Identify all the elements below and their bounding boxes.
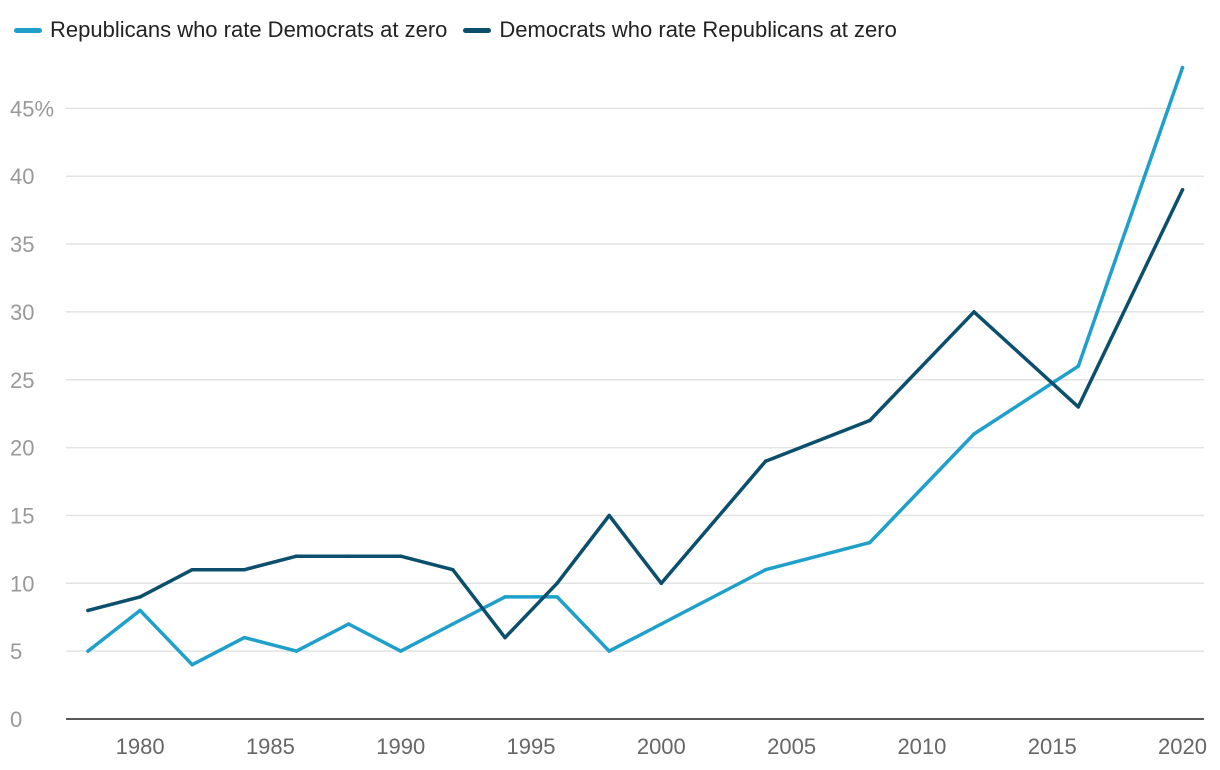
data-point-s0-1986 (294, 649, 299, 653)
y-tick-label: 40 (10, 164, 34, 189)
data-point-s0-1994 (503, 595, 507, 599)
y-tick-label: 15 (10, 503, 34, 528)
data-point-s1-2012 (972, 310, 976, 314)
data-point-s1-1980 (138, 595, 142, 599)
data-point-s0-1998 (607, 649, 611, 653)
legend-label-republicans: Republicans who rate Democrats at zero (50, 17, 448, 42)
y-tick-label: 35 (10, 232, 34, 257)
data-point-s0-1982 (190, 662, 194, 667)
data-point-s0-1984 (242, 635, 247, 640)
legend-item-democrats[interactable]: Democrats who rate Republicans at zero (463, 17, 897, 43)
data-point-s0-2020 (1180, 65, 1185, 70)
data-point-s1-1992 (451, 567, 455, 572)
data-point-s0-1992 (451, 622, 455, 626)
data-point-s1-1994 (503, 635, 507, 640)
x-tick-label: 2005 (767, 734, 816, 759)
x-tick-label: 2015 (1028, 734, 1077, 759)
data-point-s1-1978 (86, 608, 90, 613)
x-tick-label: 1995 (507, 734, 556, 759)
y-tick-label: 30 (10, 300, 34, 325)
data-point-s1-2000 (659, 581, 664, 586)
y-tick-label: 25 (10, 368, 34, 393)
legend-swatch-republicans (14, 27, 42, 33)
data-point-s0-1978 (86, 649, 90, 653)
y-tick-label: 5 (10, 639, 22, 664)
series-line-0 (86, 65, 1185, 667)
data-point-s1-1990 (398, 554, 403, 558)
data-point-s1-1984 (242, 567, 247, 572)
y-tick-label: 0 (10, 707, 22, 732)
data-point-s0-2012 (972, 432, 976, 436)
x-tick-label: 2010 (897, 734, 946, 759)
data-point-s0-1980 (138, 608, 142, 613)
data-point-s0-2008 (868, 540, 872, 545)
data-point-s1-1982 (190, 567, 194, 572)
data-point-s0-1996 (555, 595, 559, 599)
y-tick-label: 45% (10, 96, 54, 121)
data-point-s1-2016 (1076, 405, 1081, 409)
legend-label-democrats: Democrats who rate Republicans at zero (499, 17, 897, 42)
legend-swatch-democrats (463, 27, 492, 33)
data-point-s1-1998 (607, 513, 611, 518)
data-point-s0-1988 (346, 622, 351, 626)
x-tick-label: 1985 (246, 734, 295, 759)
data-point-s1-2004 (763, 459, 768, 463)
data-point-s0-2004 (763, 567, 768, 572)
data-point-s1-2008 (868, 418, 872, 423)
data-point-s1-1988 (346, 554, 351, 558)
data-point-s1-2020 (1180, 188, 1185, 192)
series-line-1 (86, 188, 1185, 640)
data-point-s1-1986 (294, 554, 299, 558)
data-point-s0-2016 (1076, 364, 1081, 368)
x-tick-label: 2000 (637, 734, 686, 759)
data-point-s1-1996 (555, 581, 559, 586)
legend-item-republicans[interactable]: Republicans who rate Democrats at zero (14, 17, 447, 43)
legend: Republicans who rate Democrats at zero D… (14, 14, 913, 46)
data-point-s0-1990 (398, 649, 403, 653)
data-point-s0-2000 (659, 622, 664, 626)
x-tick-label: 1980 (116, 734, 165, 759)
x-tick-label: 2020 (1158, 734, 1207, 759)
x-tick-label: 1990 (376, 734, 425, 759)
y-tick-label: 10 (10, 571, 34, 596)
y-tick-label: 20 (10, 436, 34, 461)
